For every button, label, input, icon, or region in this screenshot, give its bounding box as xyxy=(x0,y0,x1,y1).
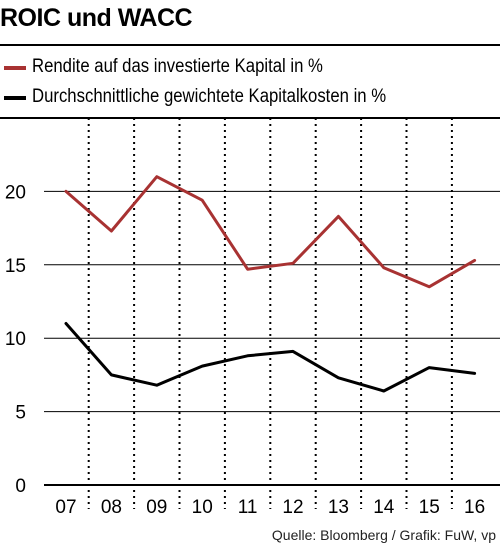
x-tick-label-07: 07 xyxy=(55,497,76,518)
x-tick-label-08: 08 xyxy=(101,497,122,518)
x-tick-label-10: 10 xyxy=(192,497,213,518)
legend-item-wacc: Durchschnittliche gewichtete Kapitalkost… xyxy=(0,86,500,110)
series-line-0 xyxy=(64,175,477,289)
x-tick-label-13: 13 xyxy=(328,497,349,518)
y-tick-label-20: 20 xyxy=(5,182,26,203)
y-tick-label-10: 10 xyxy=(5,329,26,350)
legend-label-wacc: Durchschnittliche gewichtete Kapitalkost… xyxy=(32,86,387,107)
y-tick-label-0: 0 xyxy=(15,476,26,497)
series-line-1 xyxy=(64,322,477,393)
legend-item-roic: Rendite auf das investierte Kapital in % xyxy=(0,56,500,80)
x-tick-label-14: 14 xyxy=(373,497,395,518)
x-tick-label-11: 11 xyxy=(238,497,258,518)
source-note: Quelle: Bloomberg / Grafik: FuW, vp xyxy=(271,527,496,543)
title-rule xyxy=(0,44,500,46)
y-tick-label-15: 15 xyxy=(5,256,26,277)
legend-label-roic: Rendite auf das investierte Kapital in % xyxy=(32,56,323,77)
x-tick-label-16: 16 xyxy=(464,497,485,518)
legend-swatch-roic xyxy=(4,66,26,70)
y-tick-label-5: 5 xyxy=(15,403,26,424)
x-tick-label-12: 12 xyxy=(282,497,303,518)
x-tick-label-15: 15 xyxy=(419,497,440,518)
legend-swatch-wacc xyxy=(4,96,26,100)
x-tick-label-09: 09 xyxy=(146,497,167,518)
chart-title: ROIC und WACC xyxy=(0,4,193,32)
